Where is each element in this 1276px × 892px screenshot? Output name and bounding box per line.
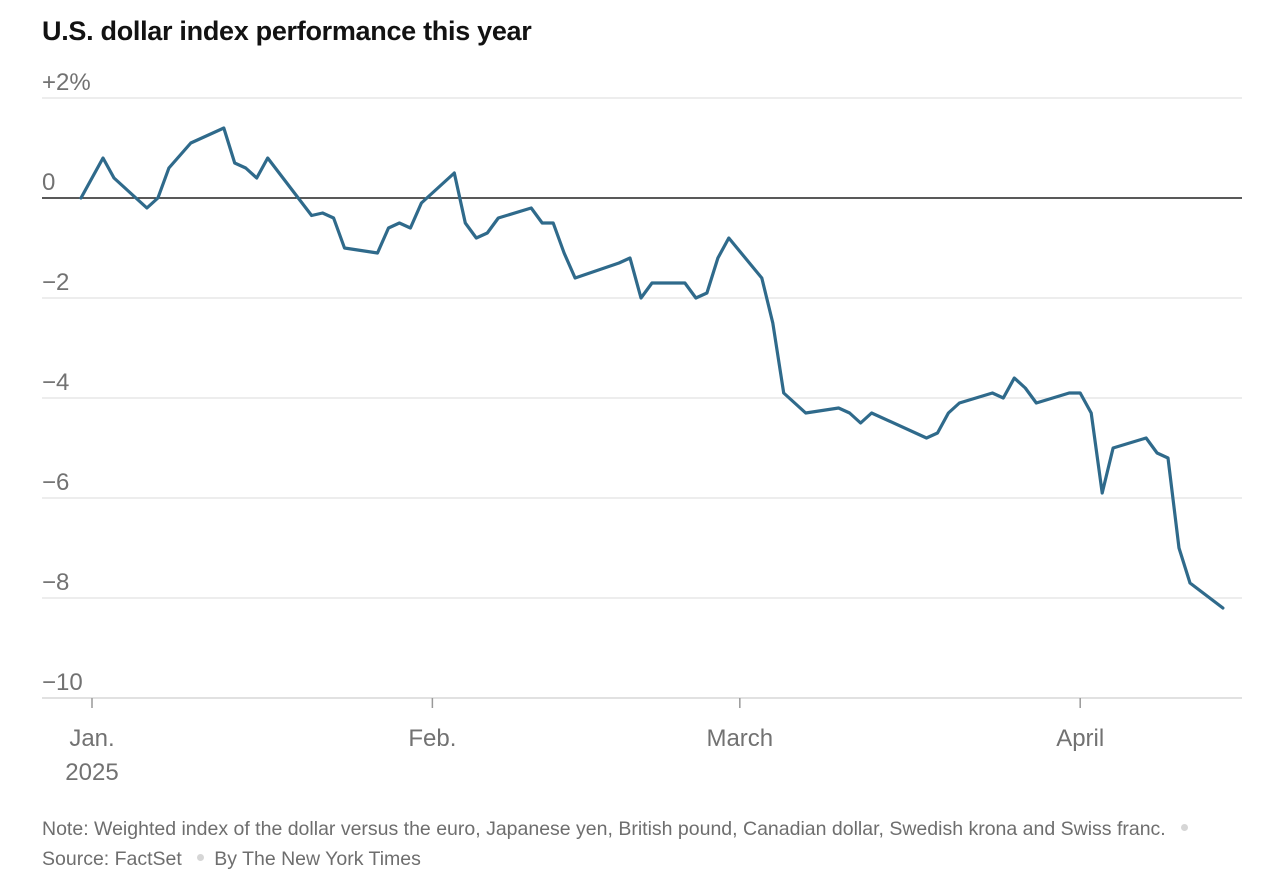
x-tick-label: Jan. <box>69 725 114 752</box>
y-tick-label: +2% <box>42 69 91 96</box>
x-tick-label: March <box>706 725 773 752</box>
y-tick-label: 0 <box>42 169 55 196</box>
y-tick-label: −2 <box>42 269 69 296</box>
x-tick-label: April <box>1056 725 1104 752</box>
series-line-dollar-index <box>79 126 1225 610</box>
y-tick-label: −8 <box>42 569 69 596</box>
x-tick-label: Feb. <box>408 725 456 752</box>
y-tick-label: −4 <box>42 369 69 396</box>
separator-dot <box>197 854 205 862</box>
x-axis: Jan. 2025 Feb. March April <box>65 698 1104 786</box>
note-text: Note: Weighted index of the dollar versu… <box>42 818 1166 840</box>
y-axis-labels: +2% 0 −2 −4 −6 −8 −10 <box>42 69 91 696</box>
y-tick-label: −10 <box>42 669 83 696</box>
series-layer <box>79 126 1225 610</box>
chart-title: U.S. dollar index performance this year <box>42 16 532 46</box>
chart-note: Note: Weighted index of the dollar versu… <box>42 814 1242 874</box>
x-tick-sublabel: 2025 <box>65 759 118 786</box>
separator-dot <box>1181 824 1189 832</box>
credit-text: By The New York Times <box>214 848 421 870</box>
gridlines <box>42 97 1242 699</box>
y-tick-label: −6 <box>42 469 69 496</box>
line-chart: +2% 0 −2 −4 −6 −8 −10 Jan. 2025 Feb. March April <box>42 69 1242 786</box>
source-text: Source: FactSet <box>42 848 182 870</box>
